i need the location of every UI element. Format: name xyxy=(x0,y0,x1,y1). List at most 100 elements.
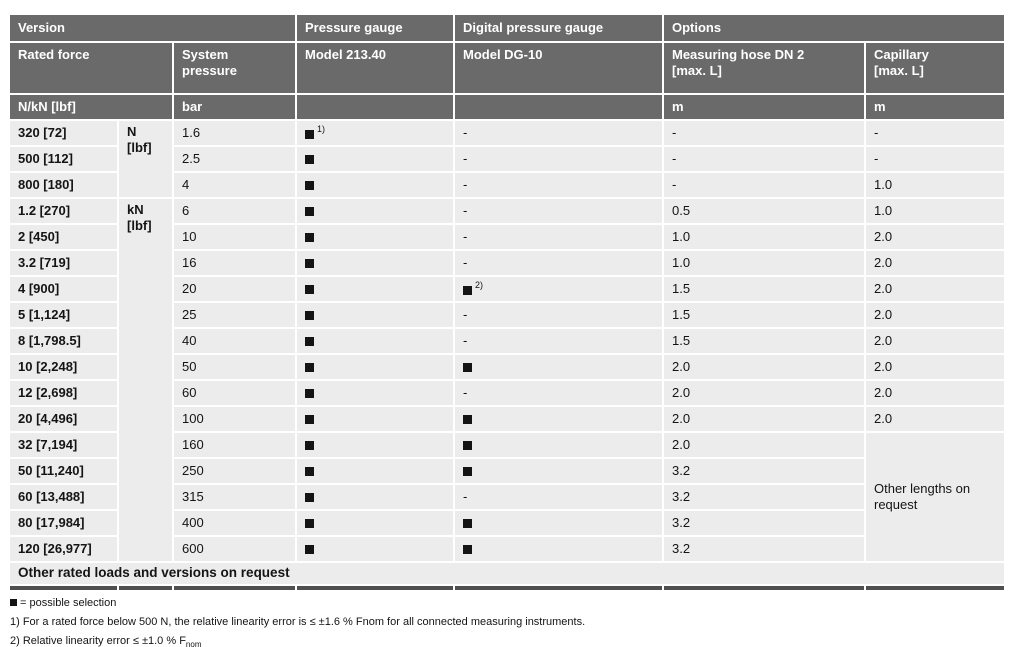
hose-cell: 3.2 xyxy=(664,511,864,535)
force-cell: 2 [450] xyxy=(10,225,117,249)
force-cell: 80 [17,984] xyxy=(10,511,117,535)
hose-cell: 1.5 xyxy=(664,329,864,353)
capillary-cell: 1.0 xyxy=(866,199,1005,223)
bar-cell: 16 xyxy=(174,251,295,275)
table-row: 12 [2,698] 60-2.0 2.0 xyxy=(10,381,1005,405)
digital-gauge-cell: - xyxy=(455,147,662,171)
header-system-pressure: System pressure xyxy=(174,43,295,93)
gauge-cell xyxy=(297,199,453,223)
force-cell: 500 [112] xyxy=(10,147,117,171)
footer-row: Other rated loads and versions on reques… xyxy=(10,563,1005,584)
gauge-cell xyxy=(297,251,453,275)
hose-cell: - xyxy=(664,173,864,197)
selection-square-icon xyxy=(305,414,314,424)
header-unit-row: N/kN [lbf] bar m m xyxy=(10,95,1005,119)
force-cell: 60 [13,488] xyxy=(10,485,117,509)
legend-text: = possible selection xyxy=(17,596,117,609)
force-cell: 10 [2,248] xyxy=(10,355,117,379)
digital-gauge-cell: - xyxy=(455,485,662,509)
header-capillary-unit: m xyxy=(866,95,1005,119)
header-capillary: Capillary [max. L] xyxy=(866,43,1005,93)
selection-square-icon xyxy=(305,284,314,294)
table-row: 32 [7,194] 160 2.0 Other lengths on request xyxy=(10,433,1005,561)
selection-square-icon xyxy=(305,362,314,372)
force-cell: 3.2 [719] xyxy=(10,251,117,275)
hose-cell: 2.0 xyxy=(664,355,864,379)
digital-gauge-cell: - xyxy=(455,225,662,249)
digital-gauge-cell xyxy=(455,459,662,483)
gauge-cell xyxy=(297,303,453,327)
hose-cell: 0.5 xyxy=(664,199,864,223)
table-row: 2 [450] 10 -1.0 2.0 xyxy=(10,225,1005,249)
footnote-ref: 1) xyxy=(317,124,326,135)
footnote-1: 1) For a rated force below 500 N, the re… xyxy=(10,615,586,628)
selection-square-icon xyxy=(305,518,314,528)
force-cell: 8 [1,798.5] xyxy=(10,329,117,353)
bar-cell: 4 xyxy=(174,173,295,197)
selection-square-icon xyxy=(463,362,472,372)
bar-cell: 315 xyxy=(174,485,295,509)
table-row: 120 [26,977] 600 3.2 xyxy=(10,537,1004,561)
table-bottom-border xyxy=(10,585,1005,590)
capillary-cell: 2.0 xyxy=(866,251,1005,275)
bar-cell: 10 xyxy=(174,225,295,249)
table-row: 320 [72] N [lbf] 1.6 1) - - - xyxy=(10,121,1005,197)
selection-square-icon xyxy=(305,154,314,164)
table-row: 50 [11,240] 250 3.2 xyxy=(10,459,1004,483)
gauge-cell xyxy=(297,355,453,379)
digital-gauge-cell: - xyxy=(455,199,662,223)
capillary-cell: 2.0 xyxy=(866,381,1005,405)
selection-square-icon xyxy=(463,414,472,424)
gauge-cell: 1) xyxy=(297,121,453,145)
force-cell: 20 [4,496] xyxy=(10,407,117,431)
table-footer: Other rated loads and versions on reques… xyxy=(10,563,1005,590)
table-row: 500 [112] 2.5- - - xyxy=(10,147,1005,171)
table-row: 5 [1,124] 25 -1.5 2.0 xyxy=(10,303,1005,327)
force-cell: 50 [11,240] xyxy=(10,459,117,483)
gauge-cell xyxy=(297,329,453,353)
capillary-cell: 2.0 xyxy=(866,225,1005,249)
bar-cell: 6 xyxy=(174,199,295,223)
force-cell: 4 [900] xyxy=(10,277,117,301)
table-row: 3.2 [719] 16 -1.0 2.0 xyxy=(10,251,1005,275)
specifications-table: Version Pressure gauge Digital pressure … xyxy=(8,13,1006,592)
capillary-cell: 1.0 xyxy=(866,173,1005,197)
selection-square-icon xyxy=(305,129,314,139)
header-empty-cell xyxy=(297,95,453,119)
bar-cell: 250 xyxy=(174,459,295,483)
subscript: nom xyxy=(185,639,202,647)
header-rated-force: Rated force xyxy=(10,43,172,93)
selection-square-icon xyxy=(305,232,314,242)
gauge-cell xyxy=(297,147,453,171)
hose-cell: - xyxy=(664,147,864,171)
selection-square-icon xyxy=(305,388,314,398)
table-row: 4 [900] 20 2) 1.5 2.0 xyxy=(10,277,1005,301)
gauge-cell xyxy=(297,459,453,483)
header-group-row: Version Pressure gauge Digital pressure … xyxy=(10,15,1005,41)
digital-gauge-cell xyxy=(455,511,662,535)
hose-cell: 3.2 xyxy=(664,459,864,483)
gauge-cell xyxy=(297,173,453,197)
legend-possible-selection: = possible selection xyxy=(10,596,1015,611)
force-cell: 5 [1,124] xyxy=(10,303,117,327)
bar-cell: 50 xyxy=(174,355,295,379)
digital-gauge-cell: - xyxy=(455,381,662,405)
selection-square-icon xyxy=(305,180,314,190)
selection-square-icon xyxy=(463,440,472,450)
hose-cell: 3.2 xyxy=(664,537,864,561)
footnotes: 1) For a rated force below 500 N, the re… xyxy=(10,615,1015,647)
unit-cell: kN [lbf] xyxy=(119,199,172,561)
selection-square-icon xyxy=(305,206,314,216)
footer-note: Other rated loads and versions on reques… xyxy=(10,563,1005,584)
selection-square-icon xyxy=(10,598,17,606)
table-row: 8 [1,798.5] 40 -1.5 2.0 xyxy=(10,329,1005,353)
gauge-cell xyxy=(297,407,453,431)
notes-section: = possible selection 1) For a rated forc… xyxy=(10,596,1015,647)
selection-square-icon xyxy=(305,544,314,554)
table-row: 20 [4,496] 100 2.0 2.0 xyxy=(10,407,1005,431)
bar-cell: 60 xyxy=(174,381,295,405)
unit-cell: N [lbf] xyxy=(119,121,172,197)
bar-cell: 100 xyxy=(174,407,295,431)
selection-square-icon xyxy=(305,440,314,450)
